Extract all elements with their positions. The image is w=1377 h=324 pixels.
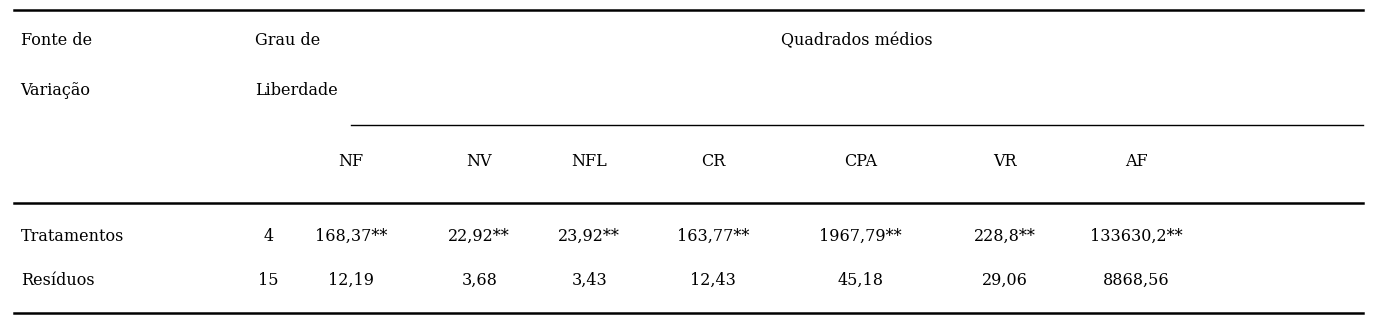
Text: 12,43: 12,43: [690, 272, 737, 289]
Text: 168,37**: 168,37**: [315, 228, 387, 245]
Text: 3,43: 3,43: [571, 272, 607, 289]
Text: Fonte de: Fonte de: [21, 32, 92, 49]
Text: CR: CR: [701, 154, 726, 170]
Text: 8868,56: 8868,56: [1103, 272, 1169, 289]
Text: 29,06: 29,06: [982, 272, 1029, 289]
Text: CPA: CPA: [844, 154, 877, 170]
Text: 4: 4: [263, 228, 274, 245]
Text: 15: 15: [259, 272, 278, 289]
Text: 1967,79**: 1967,79**: [819, 228, 902, 245]
Text: 45,18: 45,18: [837, 272, 884, 289]
Text: Quadrados médios: Quadrados médios: [781, 32, 934, 49]
Text: 12,19: 12,19: [328, 272, 375, 289]
Text: 228,8**: 228,8**: [975, 228, 1036, 245]
Text: Tratamentos: Tratamentos: [21, 228, 124, 245]
Text: Resíduos: Resíduos: [21, 272, 94, 289]
Text: Liberdade: Liberdade: [255, 82, 337, 99]
Text: NV: NV: [467, 154, 492, 170]
Text: 22,92**: 22,92**: [449, 228, 509, 245]
Text: VR: VR: [993, 154, 1018, 170]
Text: 163,77**: 163,77**: [677, 228, 749, 245]
Text: Grau de: Grau de: [255, 32, 319, 49]
Text: NFL: NFL: [571, 154, 607, 170]
Text: AF: AF: [1125, 154, 1147, 170]
Text: NF: NF: [339, 154, 364, 170]
Text: 3,68: 3,68: [461, 272, 497, 289]
Text: 23,92**: 23,92**: [559, 228, 620, 245]
Text: Variação: Variação: [21, 82, 91, 99]
Text: 133630,2**: 133630,2**: [1089, 228, 1183, 245]
